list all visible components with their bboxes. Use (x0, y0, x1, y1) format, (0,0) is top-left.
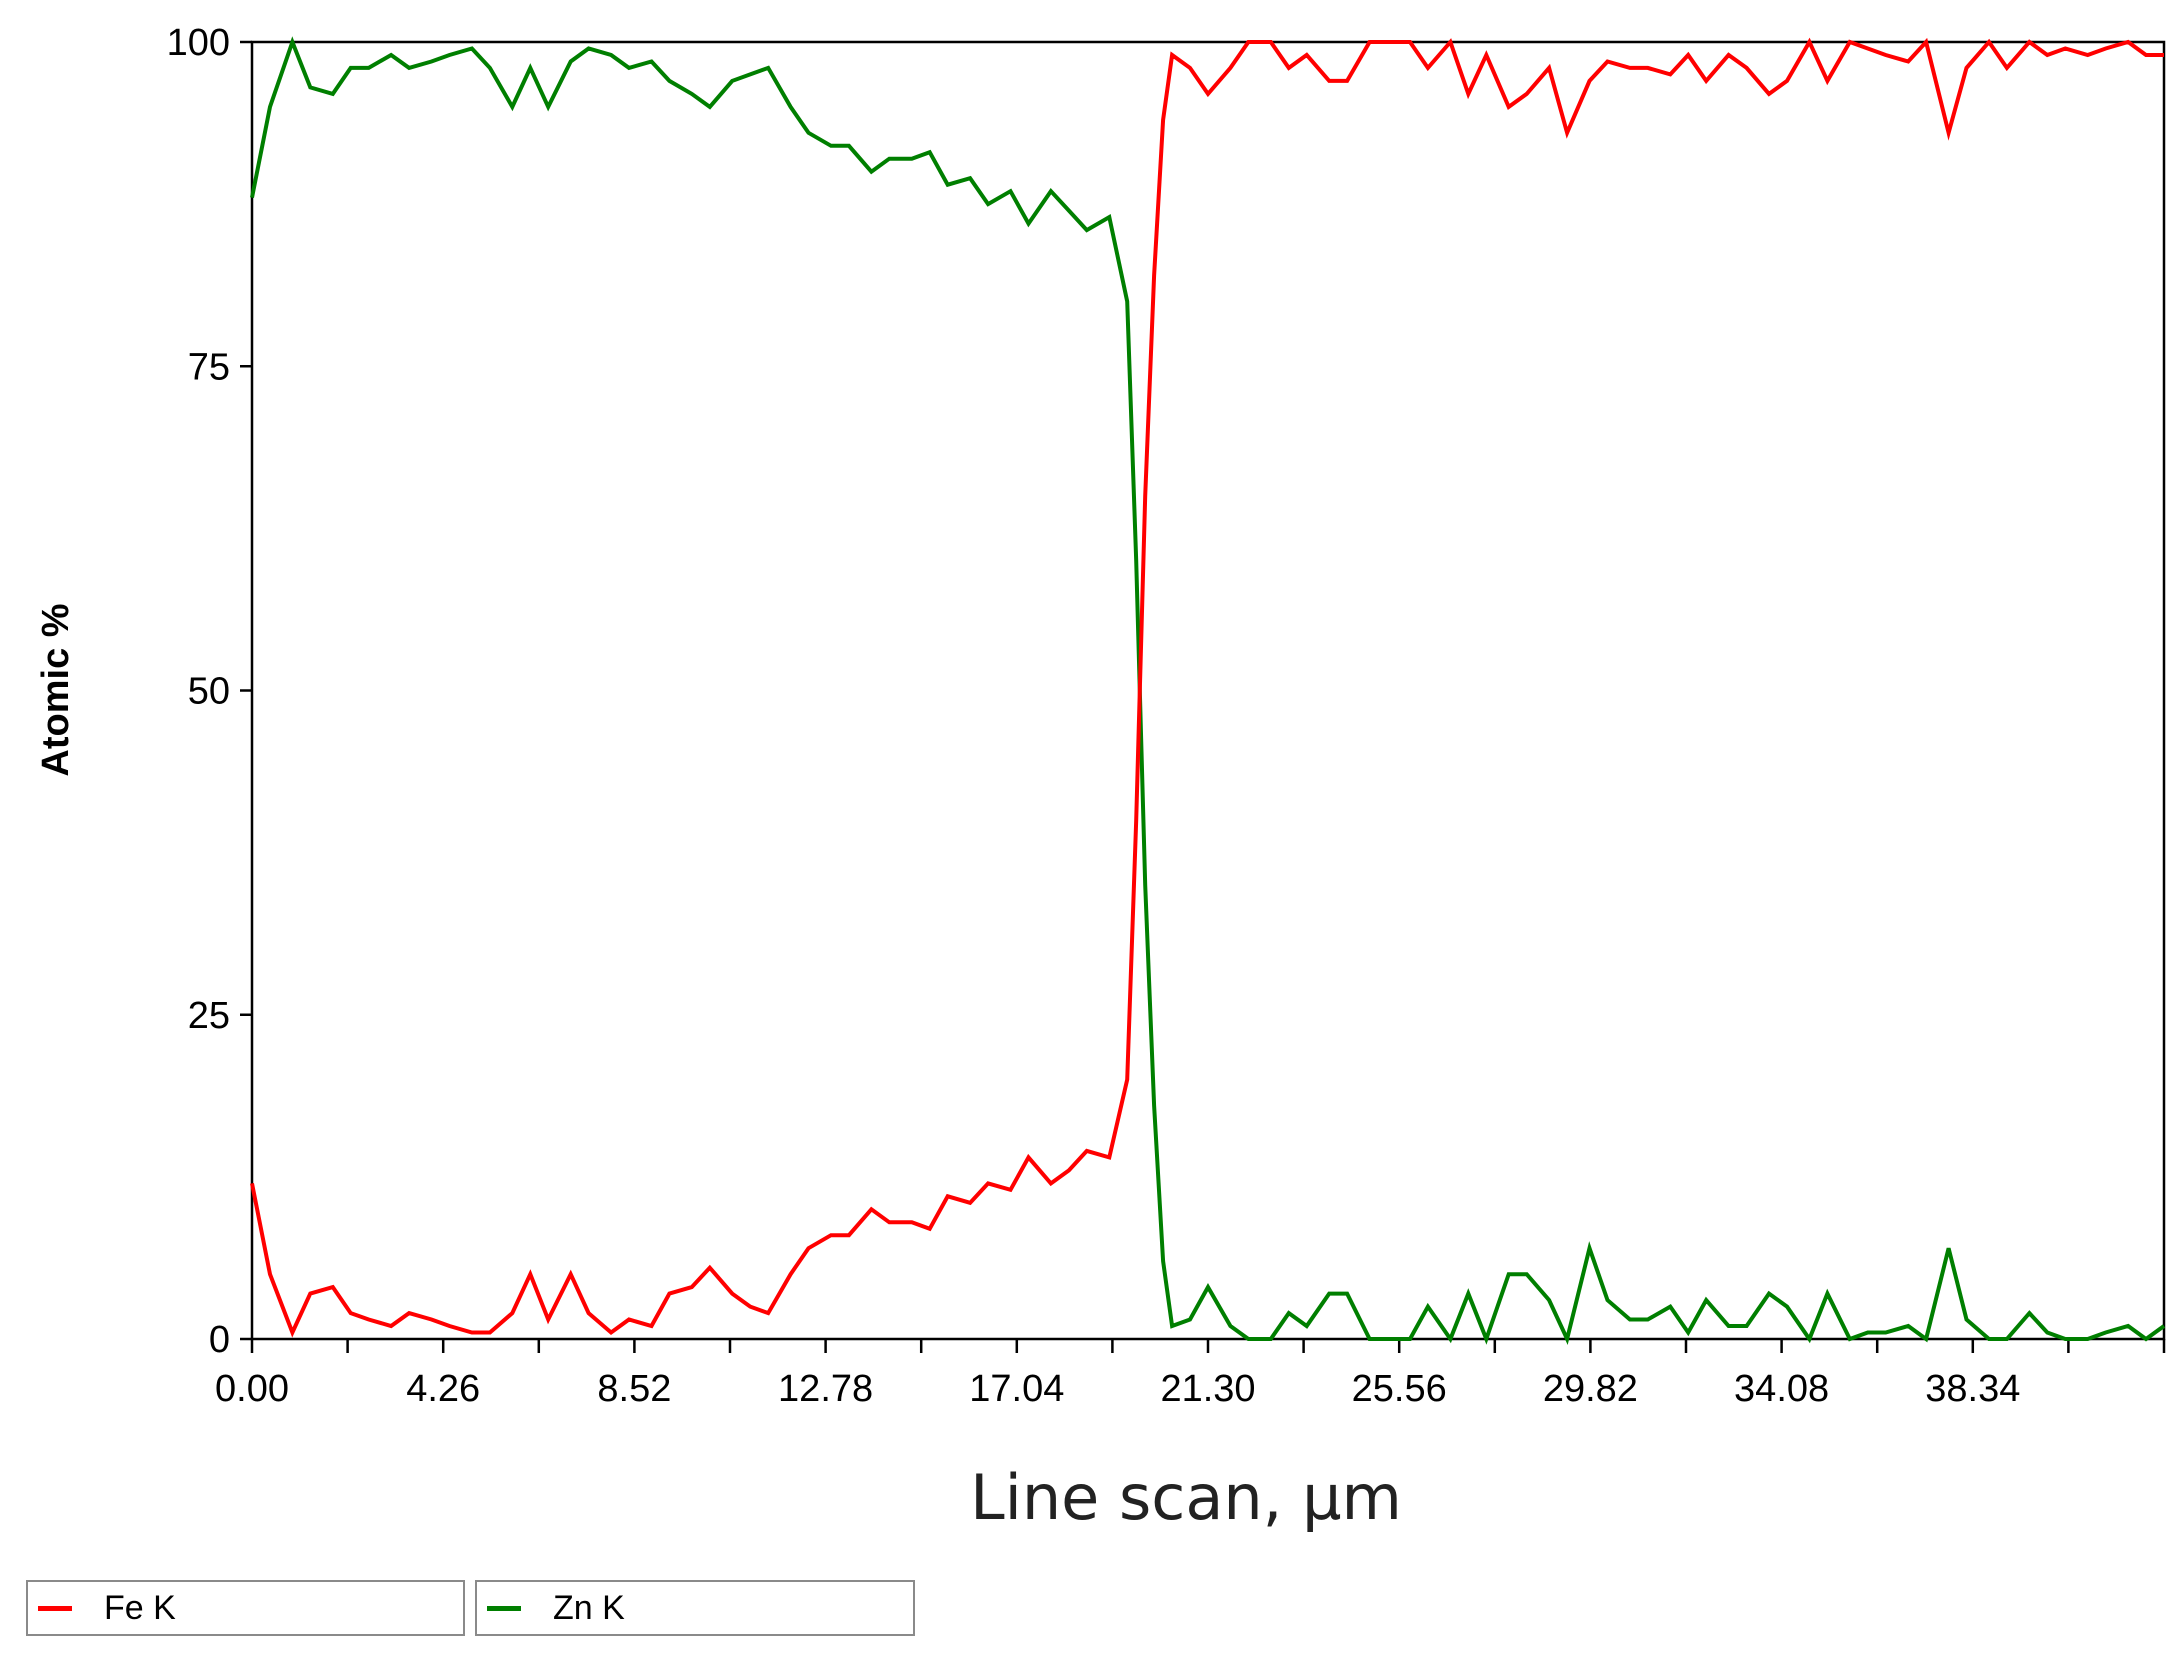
legend-swatch-fe-k (38, 1605, 72, 1611)
series-line-fe-k (250, 37, 2164, 1338)
legend-swatch-zn-k (487, 1605, 521, 1611)
y-tick-label: 75 (188, 346, 230, 388)
y-tick-label: 50 (188, 671, 230, 713)
x-tick-label: 25.56 (1352, 1368, 1447, 1410)
legend-item-zn-k: Zn K (475, 1580, 915, 1636)
y-axis-label: Atomic % (35, 603, 77, 776)
x-axis-label: Line scan, µm (970, 1461, 1402, 1534)
series-line-zn-k (250, 36, 2166, 1346)
x-axis: 0.00 4.26 8.52 12.78 17.04 21.30 25.56 29.82 34.… (215, 1339, 2166, 1410)
x-tick-label: 29.82 (1543, 1368, 1638, 1410)
y-axis: 0 25 50 75 100 (167, 22, 252, 1361)
y-tick-label: 25 (188, 995, 230, 1037)
x-tick-label: 4.26 (406, 1368, 480, 1410)
x-tick-label: 12.78 (778, 1368, 873, 1410)
y-tick-label: 0 (209, 1319, 230, 1361)
x-tick-label: 38.34 (1925, 1368, 2020, 1410)
x-tick-label: 21.30 (1160, 1368, 1255, 1410)
series-lines (250, 36, 2166, 1346)
plot-area (250, 40, 2166, 1341)
x-tick-label: 34.08 (1734, 1368, 1829, 1410)
legend-item-fe-k: Fe K (26, 1580, 465, 1636)
y-tick-label: 100 (167, 22, 230, 64)
x-tick-label: 8.52 (597, 1368, 671, 1410)
x-tick-label: 0.00 (215, 1368, 289, 1410)
x-tick-label: 17.04 (969, 1368, 1064, 1410)
legend-label-zn-k: Zn K (553, 1588, 625, 1627)
legend-label-fe-k: Fe K (104, 1588, 176, 1627)
